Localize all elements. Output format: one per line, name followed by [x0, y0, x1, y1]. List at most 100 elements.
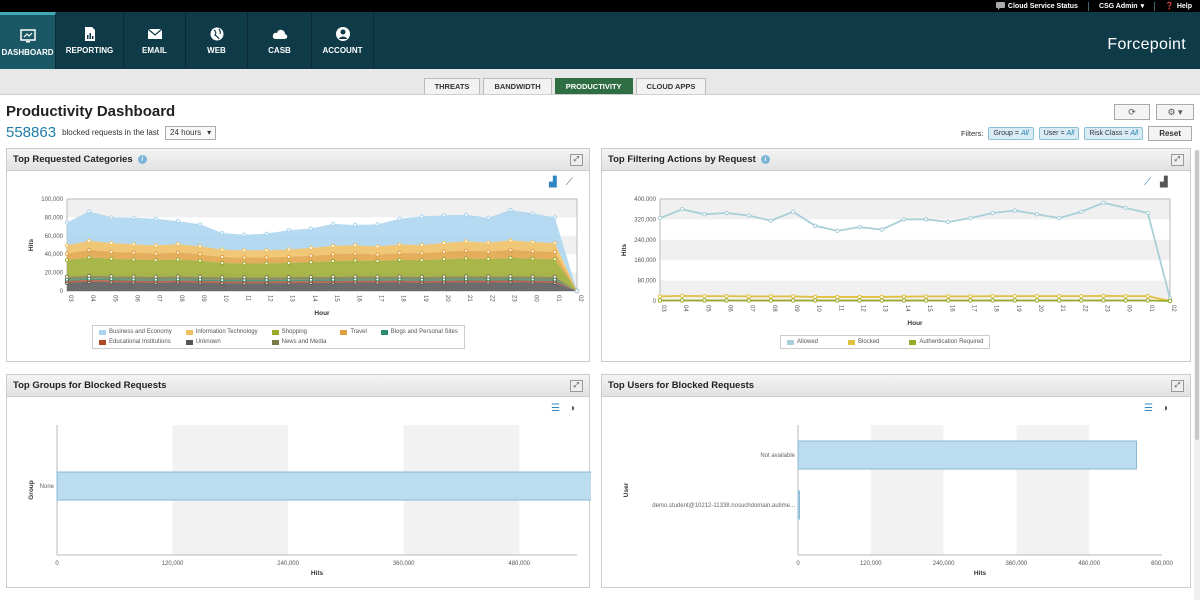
- data-point: [530, 256, 535, 261]
- legend-item[interactable]: Information Technology: [185, 329, 258, 335]
- period-select[interactable]: 24 hours ▾: [165, 125, 217, 140]
- group-filter-label: Group =: [993, 130, 1019, 137]
- area-chart-icon[interactable]: ▟: [549, 177, 557, 188]
- legend-item[interactable]: Educational Institutions: [99, 339, 172, 345]
- legend-item[interactable]: Blogs and Personal Sites: [380, 329, 458, 335]
- data-point: [175, 250, 180, 255]
- legend-item[interactable]: Authentication Required: [909, 339, 983, 345]
- data-point: [109, 215, 114, 220]
- group-filter[interactable]: Group = All: [988, 127, 1034, 140]
- series-area: [67, 281, 577, 291]
- cloud-service-status[interactable]: Cloud Service Status: [995, 2, 1078, 10]
- bar-chart-icon[interactable]: ☰: [551, 403, 560, 414]
- expand-icon[interactable]: ⤢: [570, 154, 583, 166]
- data-point: [64, 251, 70, 256]
- nav-account[interactable]: ACCOUNT: [312, 12, 374, 69]
- data-point: [552, 249, 557, 255]
- data-point: [109, 256, 114, 261]
- data-point: [353, 243, 358, 248]
- legend-item[interactable]: Blocked: [848, 339, 879, 345]
- bar-chart-icon[interactable]: ☰: [1144, 403, 1153, 414]
- data-point: [746, 298, 751, 303]
- data-point: [1079, 293, 1084, 299]
- x-tick-label: 06: [134, 295, 140, 302]
- data-point: [464, 239, 469, 244]
- x-tick-label: 360,000: [1006, 561, 1028, 567]
- legend-item[interactable]: Shopping: [271, 329, 327, 335]
- x-tick-label: 20: [444, 295, 450, 302]
- data-point: [508, 255, 513, 260]
- risk-class-filter[interactable]: Risk Class = All: [1084, 127, 1144, 140]
- legend-item[interactable]: Business and Economy: [99, 329, 172, 335]
- data-point: [552, 241, 557, 246]
- data-point: [464, 274, 469, 279]
- legend-item[interactable]: Travel: [340, 329, 367, 335]
- data-point: [197, 244, 203, 249]
- legend-swatch: [787, 339, 794, 345]
- legend-item[interactable]: Allowed: [787, 339, 818, 345]
- data-point: [990, 293, 995, 299]
- nav-reporting[interactable]: REPORTING: [56, 12, 124, 69]
- data-point: [508, 274, 513, 279]
- data-point: [1012, 293, 1017, 299]
- data-point: [330, 274, 336, 279]
- x-tick-label: 360,000: [393, 561, 415, 567]
- data-point: [790, 298, 796, 303]
- legend-item[interactable]: News and Media: [271, 339, 326, 345]
- expand-icon[interactable]: ⤢: [1171, 380, 1184, 392]
- expand-icon[interactable]: ⤢: [1171, 154, 1184, 166]
- pie-chart-icon[interactable]: ◑: [568, 403, 576, 414]
- area-chart-icon[interactable]: ▟: [1160, 177, 1168, 188]
- nav-web[interactable]: WEB: [186, 12, 248, 69]
- line-chart-icon[interactable]: ⟋: [1144, 177, 1151, 188]
- data-point: [946, 294, 951, 299]
- y-tick-label: 0: [653, 299, 657, 305]
- page-scrollbar[interactable]: [1194, 150, 1200, 600]
- filtering-legend: Allowed Blocked Authentication Required: [780, 335, 991, 349]
- data-point: [1123, 298, 1128, 303]
- tab-cloud-apps[interactable]: CLOUD APPS: [635, 78, 707, 94]
- data-point: [197, 258, 203, 263]
- refresh-button[interactable]: ⟳: [1114, 104, 1150, 120]
- legend-label: Blogs and Personal Sites: [390, 329, 458, 335]
- legend-item[interactable]: Unknown: [185, 339, 258, 345]
- data-point: [552, 215, 557, 220]
- data-point: [657, 294, 663, 299]
- reset-button[interactable]: Reset: [1148, 126, 1192, 141]
- data-point: [835, 298, 840, 303]
- help-link[interactable]: ❓ Help: [1165, 2, 1192, 11]
- nav-email[interactable]: EMAIL: [124, 12, 186, 69]
- data-point: [353, 258, 358, 263]
- data-point: [790, 294, 796, 299]
- line-chart-icon[interactable]: ⟋: [565, 177, 573, 188]
- tab-threats[interactable]: THREATS: [423, 78, 481, 94]
- data-point: [530, 211, 535, 216]
- legend-label: Information Technology: [195, 329, 258, 335]
- data-point: [768, 298, 774, 303]
- scrollbar-thumb[interactable]: [1195, 150, 1199, 440]
- nav-casb[interactable]: CASB: [248, 12, 312, 69]
- data-point: [857, 294, 862, 300]
- tab-bandwidth[interactable]: BANDWIDTH: [483, 78, 552, 94]
- y-axis-label: Hits: [621, 243, 628, 256]
- x-tick-label: 480,000: [1078, 561, 1100, 567]
- data-point: [330, 243, 336, 249]
- user-filter[interactable]: User = All: [1038, 127, 1080, 140]
- info-icon[interactable]: i: [760, 155, 770, 164]
- data-point: [220, 247, 225, 252]
- user-menu[interactable]: CSG Admin ▾: [1099, 2, 1144, 11]
- tab-productivity[interactable]: PRODUCTIVITY: [554, 78, 633, 94]
- filters-bar: Filters: Group = All User = All Risk Class…: [961, 126, 1192, 141]
- info-icon[interactable]: i: [137, 155, 147, 164]
- expand-icon[interactable]: ⤢: [570, 380, 583, 392]
- bar: [797, 440, 1138, 470]
- nav-dashboard[interactable]: DASHBOARD: [0, 12, 56, 69]
- data-point: [486, 274, 491, 279]
- settings-button[interactable]: ⚙ ▾: [1156, 104, 1194, 120]
- refresh-icon: ⟳: [1128, 106, 1136, 117]
- data-point: [1167, 298, 1173, 304]
- pie-chart-icon[interactable]: ◑: [1161, 403, 1169, 414]
- data-point: [308, 245, 314, 251]
- data-point: [464, 248, 469, 253]
- data-point: [153, 216, 158, 221]
